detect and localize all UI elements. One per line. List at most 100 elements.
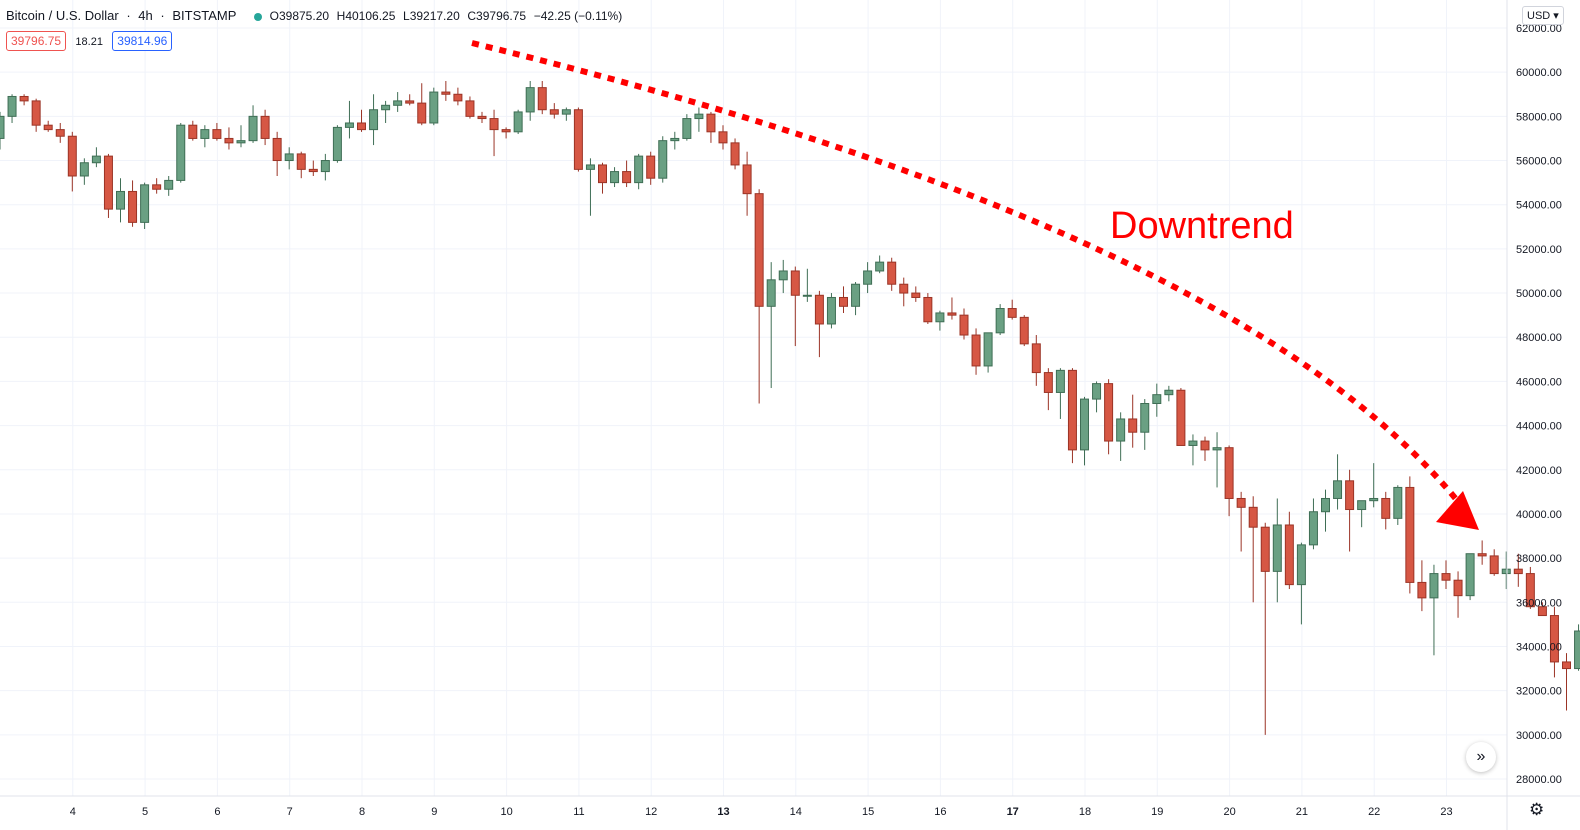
- ask-price-button[interactable]: 39814.96: [112, 31, 173, 51]
- candle: [1272, 498, 1282, 603]
- candle: [598, 162, 607, 194]
- candle-body: [79, 162, 89, 177]
- candle: [224, 127, 234, 150]
- candle: [1031, 335, 1041, 386]
- price-tick-label: 58000.00: [1516, 111, 1562, 123]
- candle-body: [1489, 555, 1499, 575]
- candle: [320, 153, 330, 181]
- legend-separator: ·: [160, 8, 165, 23]
- currency-selector[interactable]: USD ▾: [1522, 6, 1564, 25]
- candle: [1152, 383, 1162, 417]
- candle-body: [1260, 526, 1270, 572]
- candle-body: [1212, 447, 1222, 451]
- legend-separator: ·: [126, 8, 131, 23]
- candle-body: [573, 109, 583, 170]
- candle-body: [116, 190, 125, 210]
- candle-body: [1152, 394, 1162, 404]
- candle-body: [1501, 568, 1511, 575]
- exchange-label: BITSTAMP: [172, 8, 237, 23]
- downtrend-annotation: Downtrend: [1110, 205, 1294, 247]
- candle: [128, 180, 138, 227]
- candle-body: [598, 164, 607, 184]
- candle: [863, 262, 873, 294]
- downtrend-arrow: [471, 40, 1479, 530]
- candle-body: [1104, 383, 1114, 442]
- candle: [381, 100, 391, 123]
- scroll-to-realtime-button[interactable]: »: [1466, 742, 1496, 772]
- chart-grid: [0, 0, 1507, 796]
- candle-body: [694, 113, 704, 120]
- candle: [549, 103, 559, 119]
- candle-body: [393, 100, 403, 106]
- time-axis[interactable]: 4 5 6 7 8 9 10 11 12 13 14 15 16 17 18 19 20 21 22 23: [70, 806, 1453, 818]
- candle: [754, 189, 764, 404]
- candle: [1405, 476, 1415, 594]
- currency-label: USD: [1527, 10, 1551, 22]
- bid-price-button[interactable]: 39796.75: [6, 31, 67, 51]
- candle-body: [839, 296, 848, 307]
- candle: [441, 81, 451, 101]
- candle-body: [1525, 573, 1535, 608]
- candle-body: [1200, 440, 1210, 451]
- time-tick-label: 6: [214, 806, 220, 818]
- candle: [272, 131, 282, 176]
- candle-body: [622, 171, 632, 184]
- settings-button[interactable]: ⚙: [1529, 800, 1544, 820]
- candle: [911, 286, 921, 302]
- candle: [308, 160, 318, 176]
- candle: [284, 147, 294, 170]
- interval-label[interactable]: 4h: [138, 8, 153, 23]
- candle: [718, 125, 728, 150]
- candle-body: [549, 109, 559, 115]
- candle: [622, 160, 632, 188]
- chevron-double-right-icon: »: [1476, 748, 1486, 765]
- candle: [344, 100, 354, 139]
- high-value: H40106.25: [336, 9, 396, 23]
- candle-body: [959, 314, 969, 336]
- candle: [826, 293, 836, 329]
- price-tick-label: 28000.00: [1516, 774, 1562, 786]
- candle: [357, 109, 366, 132]
- candle-body: [1224, 447, 1234, 499]
- candle-body: [742, 164, 752, 195]
- candle-body: [730, 142, 740, 166]
- candle: [646, 151, 656, 185]
- candle: [369, 94, 379, 146]
- candle: [1501, 551, 1511, 590]
- price-tick-label: 44000.00: [1516, 421, 1562, 433]
- candle-body: [212, 129, 222, 139]
- candle: [935, 310, 945, 331]
- candle: [453, 87, 463, 106]
- candle-body: [1007, 308, 1017, 318]
- candle-body: [1357, 500, 1367, 511]
- symbol-name[interactable]: Bitcoin / U.S. Dollar: [6, 8, 119, 23]
- candle: [405, 94, 415, 106]
- candle: [1562, 653, 1571, 711]
- candle-body: [1067, 369, 1077, 451]
- candle-body: [489, 118, 499, 131]
- time-tick-label: 9: [431, 806, 437, 818]
- price-tick-label: 54000.00: [1516, 200, 1562, 212]
- time-tick-label: 8: [359, 806, 365, 818]
- candle-body: [1296, 544, 1306, 586]
- candle: [140, 182, 150, 230]
- candle: [730, 138, 740, 170]
- quote-badges: 39796.75 18.21 39814.96: [6, 31, 173, 51]
- candle: [585, 158, 595, 216]
- candle: [1308, 498, 1318, 550]
- candle-body: [1321, 497, 1330, 513]
- candle-body: [236, 140, 246, 144]
- candle: [923, 293, 933, 324]
- time-tick-label: 13: [717, 806, 729, 818]
- candle: [1296, 542, 1306, 625]
- candle-body: [260, 115, 270, 139]
- candle-body: [1236, 497, 1246, 508]
- candle: [561, 107, 571, 121]
- candle-body: [1176, 389, 1186, 446]
- candle: [802, 268, 812, 302]
- candle-body: [152, 184, 162, 190]
- candle: [212, 122, 222, 141]
- price-axis[interactable]: 62000.00 60000.00 58000.00 56000.00 54000.00…: [1516, 23, 1562, 786]
- candle-body: [1272, 524, 1282, 572]
